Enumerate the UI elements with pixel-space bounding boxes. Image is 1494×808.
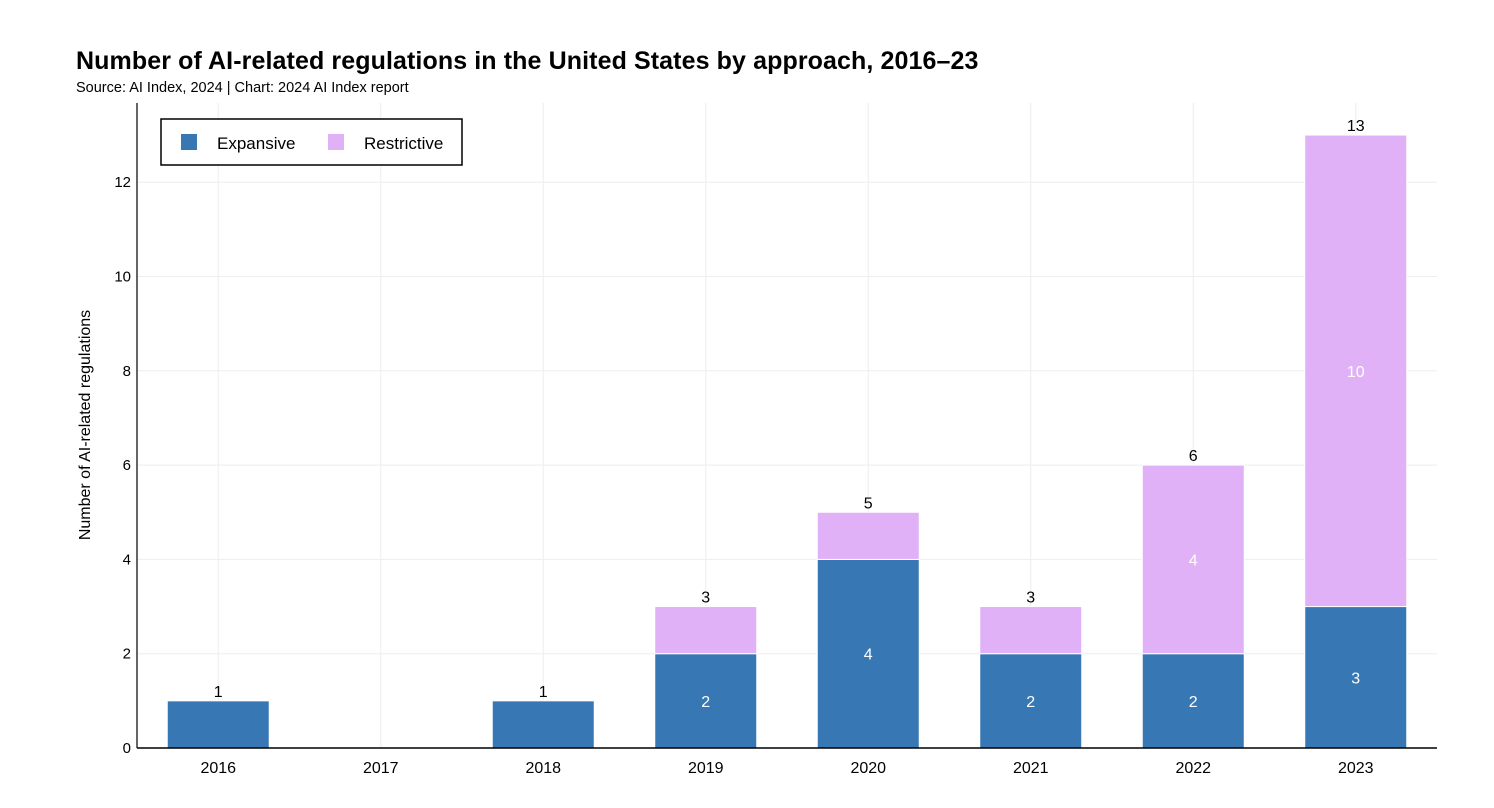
x-tick-label: 2023 (1338, 760, 1374, 777)
total-label: 5 (864, 495, 873, 512)
bar-restrictive (1304, 134, 1408, 608)
bar-expansive (1141, 653, 1245, 749)
legend-swatch-expansive (181, 134, 197, 150)
segment-label-expansive: 4 (864, 647, 873, 664)
chart-subtitle: Source: AI Index, 2024 | Chart: 2024 AI … (76, 80, 409, 96)
bar-expansive (816, 558, 920, 749)
segment-label-restrictive: 4 (1189, 552, 1198, 569)
segment-label-restrictive: 10 (1347, 364, 1365, 381)
total-label: 3 (701, 590, 710, 607)
bar-restrictive (654, 606, 758, 655)
total-label: 13 (1347, 118, 1365, 135)
bars (166, 134, 1408, 749)
x-tick-label: 2019 (688, 760, 724, 777)
legend: Expansive Restrictive (160, 118, 463, 166)
bar-expansive (979, 653, 1083, 749)
x-tick-label: 2016 (200, 760, 236, 777)
segment-label-expansive: 2 (1026, 694, 1035, 711)
total-label: 1 (539, 684, 548, 701)
x-tick-label: 2020 (850, 760, 886, 777)
segment-label-expansive: 3 (1351, 670, 1360, 687)
bar-restrictive (1141, 464, 1245, 655)
legend-swatch-restrictive (328, 134, 344, 150)
y-tick-label: 4 (123, 551, 131, 568)
total-label: 6 (1189, 448, 1198, 465)
bar-expansive (166, 700, 270, 749)
legend-label-expansive: Expansive (217, 134, 295, 153)
segment-label-expansive: 2 (1189, 694, 1198, 711)
bar-expansive (1304, 606, 1408, 749)
chart-title: Number of AI-related regulations in the … (76, 47, 979, 75)
legend-box (160, 118, 463, 166)
y-tick-label: 2 (123, 646, 131, 663)
total-label: 1 (214, 684, 223, 701)
x-tick-label: 2018 (525, 760, 561, 777)
y-tick-label: 0 (123, 740, 131, 757)
x-tick-label: 2017 (363, 760, 399, 777)
x-tick-label: 2021 (1013, 760, 1049, 777)
bar-expansive (491, 700, 595, 749)
total-label: 3 (1026, 590, 1035, 607)
y-tick-label: 6 (123, 457, 131, 474)
bar-restrictive (816, 511, 920, 560)
y-axis-label: Number of AI-related regulations (77, 310, 94, 540)
segment-label-expansive: 2 (701, 694, 710, 711)
y-tick-label: 12 (114, 174, 131, 191)
legend-label-restrictive: Restrictive (364, 134, 443, 153)
x-tick-label: 2022 (1175, 760, 1211, 777)
y-tick-label: 10 (114, 269, 131, 286)
bar-restrictive (979, 606, 1083, 655)
y-tick-label: 8 (123, 363, 131, 380)
